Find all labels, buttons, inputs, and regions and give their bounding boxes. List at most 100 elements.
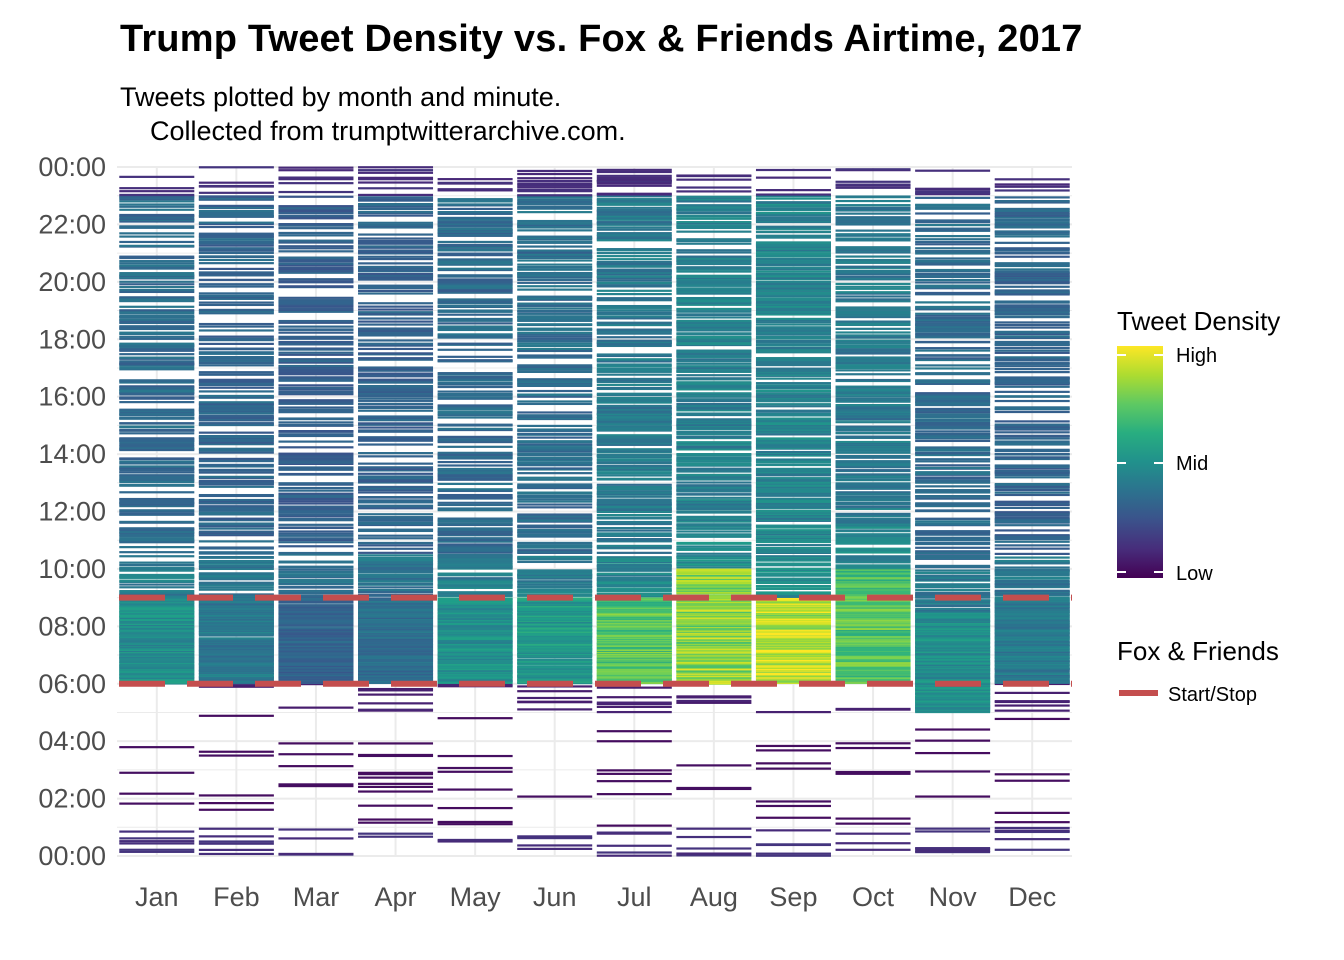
tweet-mark	[517, 364, 593, 367]
tweet-mark	[198, 493, 274, 497]
tweet-mark	[676, 259, 752, 262]
tweet-mark	[676, 388, 752, 391]
tweet-mark	[915, 830, 991, 833]
tweet-mark	[358, 649, 434, 652]
tweet-mark	[198, 524, 274, 527]
tweet-mark	[835, 536, 911, 539]
tweet-mark	[596, 510, 672, 513]
tweet-mark	[835, 460, 911, 463]
tweet-mark	[358, 674, 434, 678]
tweet-mark	[517, 555, 593, 558]
tweet-mark	[278, 271, 354, 274]
tweet-mark	[755, 201, 831, 204]
tweet-mark	[994, 381, 1070, 384]
tweet-mark	[676, 481, 752, 484]
tweet-mark	[596, 208, 672, 212]
tweet-mark	[437, 820, 513, 824]
tweet-mark	[994, 351, 1070, 354]
tweet-mark	[915, 235, 991, 238]
tweet-mark	[994, 215, 1070, 219]
tweet-mark	[835, 180, 911, 183]
tweet-mark	[835, 674, 911, 677]
tweet-mark	[517, 652, 593, 656]
tweet-mark	[358, 642, 434, 645]
tweet-mark	[437, 788, 513, 791]
tweet-mark	[676, 585, 752, 588]
tweet-mark	[278, 421, 354, 424]
tweet-mark	[755, 650, 831, 653]
tweet-mark	[835, 397, 911, 400]
tweet-mark	[437, 285, 513, 288]
tweet-mark	[358, 193, 434, 197]
tweet-mark	[755, 202, 831, 206]
tweet-mark	[437, 754, 513, 758]
tweet-mark	[437, 189, 513, 192]
tweet-mark	[358, 804, 434, 807]
tweet-mark	[358, 415, 434, 418]
tweet-mark	[994, 376, 1070, 379]
tweet-mark	[278, 307, 354, 310]
tweet-mark	[517, 335, 593, 338]
tweet-mark	[915, 591, 991, 594]
tweet-mark	[915, 413, 991, 416]
legend-label-high: High	[1176, 345, 1217, 367]
tweet-mark	[358, 330, 434, 334]
tweet-mark	[278, 538, 354, 542]
tweet-mark	[676, 186, 752, 189]
tweet-mark	[755, 280, 831, 284]
tweet-mark	[994, 431, 1070, 434]
tweet-mark	[835, 369, 911, 372]
tweet-mark	[278, 264, 354, 267]
tweet-mark	[278, 526, 354, 529]
tweet-mark	[358, 311, 434, 314]
tweet-mark	[358, 607, 434, 611]
tweet-mark	[278, 784, 354, 788]
tweet-mark	[517, 273, 593, 276]
tweet-mark	[198, 382, 274, 385]
tweet-mark	[596, 622, 672, 625]
tweet-mark	[517, 549, 593, 552]
tweet-mark	[198, 679, 274, 682]
tweet-mark	[517, 476, 593, 479]
tweet-mark	[994, 674, 1070, 678]
tweet-mark	[437, 472, 513, 475]
tweet-mark	[358, 519, 434, 522]
tweet-mark	[915, 259, 991, 263]
tweet-mark	[994, 304, 1070, 307]
tweet-mark	[198, 581, 274, 584]
tweet-mark	[517, 795, 593, 798]
tweet-mark	[358, 462, 434, 465]
tweet-mark	[358, 378, 434, 381]
tweet-mark	[119, 631, 195, 634]
tweet-mark	[596, 730, 672, 733]
tweet-mark	[596, 255, 672, 258]
tweet-mark	[994, 225, 1070, 229]
tweet-mark	[994, 335, 1070, 338]
tweet-mark	[994, 469, 1070, 473]
tweet-mark	[835, 666, 911, 669]
tweet-mark	[437, 286, 513, 290]
tweet-mark	[835, 558, 911, 561]
tweet-mark	[755, 282, 831, 285]
tweet-mark	[358, 211, 434, 215]
tweet-mark	[198, 546, 274, 549]
tweet-mark	[676, 659, 752, 662]
tweet-mark	[994, 672, 1070, 675]
tweet-mark	[198, 600, 274, 603]
tweet-mark	[119, 642, 195, 645]
month-column-nov	[915, 169, 991, 854]
tweet-mark	[755, 310, 831, 313]
tweet-mark	[755, 412, 831, 415]
tweet-mark	[119, 837, 195, 840]
tweet-mark	[278, 679, 354, 682]
tweet-mark	[755, 259, 831, 262]
tweet-mark	[676, 541, 752, 545]
tweet-mark	[994, 486, 1070, 489]
tweet-mark	[915, 557, 991, 560]
tweet-mark	[994, 500, 1070, 503]
tweet-mark	[198, 308, 274, 311]
tweet-mark	[517, 478, 593, 481]
tweet-mark	[198, 808, 274, 811]
y-tick-label: 06:00	[38, 669, 106, 699]
tweet-mark	[676, 463, 752, 466]
